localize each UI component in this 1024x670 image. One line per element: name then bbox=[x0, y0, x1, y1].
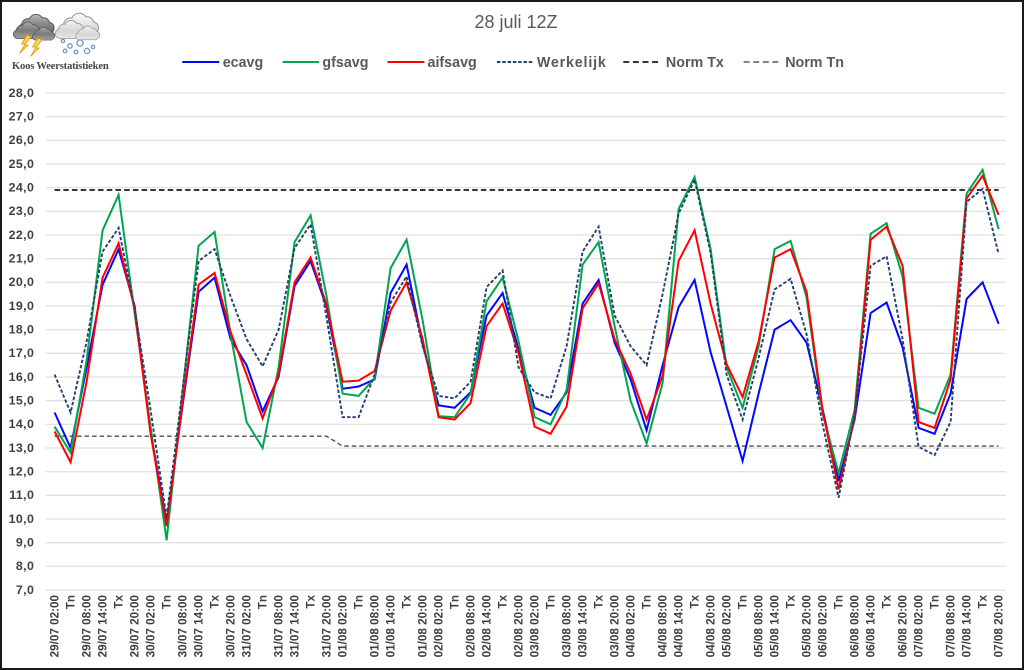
svg-text:04/08 14:00: 04/08 14:00 bbox=[672, 595, 685, 658]
svg-text:31/07 02:00: 31/07 02:00 bbox=[240, 595, 253, 658]
svg-text:06/08 02:00: 06/08 02:00 bbox=[816, 595, 829, 658]
svg-text:31/07 08:00: 31/07 08:00 bbox=[272, 595, 285, 658]
svg-text:02/08 02:00: 02/08 02:00 bbox=[432, 595, 445, 658]
svg-text:Tx: Tx bbox=[496, 595, 509, 609]
svg-text:06/08 14:00: 06/08 14:00 bbox=[864, 595, 877, 658]
svg-text:gfsavg: gfsavg bbox=[322, 55, 368, 71]
svg-text:Norm Tx: Norm Tx bbox=[666, 55, 724, 71]
svg-text:Tx: Tx bbox=[304, 595, 317, 609]
svg-text:Tx: Tx bbox=[592, 595, 605, 609]
svg-text:28 juli 12Z: 28 juli 12Z bbox=[474, 12, 557, 32]
svg-text:18,0: 18,0 bbox=[9, 323, 35, 337]
svg-text:22,0: 22,0 bbox=[9, 228, 35, 242]
svg-text:Tn: Tn bbox=[736, 595, 749, 609]
svg-text:07/08 08:00: 07/08 08:00 bbox=[944, 595, 957, 658]
svg-text:03/08 20:00: 03/08 20:00 bbox=[608, 595, 621, 658]
svg-text:10,0: 10,0 bbox=[9, 512, 35, 526]
svg-text:06/08 08:00: 06/08 08:00 bbox=[848, 595, 861, 658]
svg-text:11,0: 11,0 bbox=[9, 488, 34, 502]
svg-text:30/07 14:00: 30/07 14:00 bbox=[192, 595, 205, 658]
svg-text:Tx: Tx bbox=[784, 595, 797, 609]
svg-text:05/08 02:00: 05/08 02:00 bbox=[720, 595, 733, 658]
svg-text:06/08 20:00: 06/08 20:00 bbox=[896, 595, 909, 658]
svg-text:31/07 20:00: 31/07 20:00 bbox=[320, 595, 333, 658]
svg-text:Tn: Tn bbox=[160, 595, 173, 609]
svg-text:Tn: Tn bbox=[64, 595, 77, 609]
svg-text:19,0: 19,0 bbox=[9, 299, 35, 313]
svg-text:Tx: Tx bbox=[208, 595, 221, 609]
svg-text:Tn: Tn bbox=[832, 595, 845, 609]
svg-text:Norm Tn: Norm Tn bbox=[785, 55, 844, 71]
svg-text:Koos Weerstatistieken: Koos Weerstatistieken bbox=[12, 61, 109, 72]
svg-text:Tn: Tn bbox=[256, 595, 269, 609]
svg-text:23,0: 23,0 bbox=[9, 204, 35, 218]
svg-text:26,0: 26,0 bbox=[9, 133, 35, 147]
svg-text:01/08 08:00: 01/08 08:00 bbox=[368, 595, 381, 658]
svg-text:05/08 14:00: 05/08 14:00 bbox=[768, 595, 781, 658]
svg-text:29/07 02:00: 29/07 02:00 bbox=[48, 595, 61, 658]
svg-text:Tx: Tx bbox=[400, 595, 413, 609]
svg-text:30/07 20:00: 30/07 20:00 bbox=[224, 595, 237, 658]
svg-text:31/07 14:00: 31/07 14:00 bbox=[288, 595, 301, 658]
svg-text:aifsavg: aifsavg bbox=[428, 55, 477, 71]
svg-text:02/08 14:00: 02/08 14:00 bbox=[480, 595, 493, 658]
svg-text:29/07 14:00: 29/07 14:00 bbox=[96, 595, 109, 658]
svg-text:04/08 08:00: 04/08 08:00 bbox=[656, 595, 669, 658]
svg-text:05/08 20:00: 05/08 20:00 bbox=[800, 595, 813, 658]
svg-text:20,0: 20,0 bbox=[9, 275, 35, 289]
svg-text:07/08 02:00: 07/08 02:00 bbox=[912, 595, 925, 658]
svg-text:ecavg: ecavg bbox=[223, 55, 264, 71]
svg-text:13,0: 13,0 bbox=[9, 441, 35, 455]
svg-text:16,0: 16,0 bbox=[9, 370, 35, 384]
svg-text:7,0: 7,0 bbox=[16, 583, 34, 597]
svg-text:29/07 08:00: 29/07 08:00 bbox=[80, 595, 93, 658]
svg-text:Tx: Tx bbox=[976, 595, 989, 609]
svg-text:Tn: Tn bbox=[352, 595, 365, 609]
svg-text:Werkelijk: Werkelijk bbox=[537, 55, 607, 71]
svg-text:01/08 20:00: 01/08 20:00 bbox=[416, 595, 429, 658]
svg-text:Tn: Tn bbox=[640, 595, 653, 609]
svg-text:21,0: 21,0 bbox=[9, 252, 35, 266]
svg-text:29/07 20:00: 29/07 20:00 bbox=[128, 595, 141, 658]
svg-text:03/08 08:00: 03/08 08:00 bbox=[560, 595, 573, 658]
svg-text:27,0: 27,0 bbox=[9, 110, 35, 124]
svg-text:02/08 08:00: 02/08 08:00 bbox=[464, 595, 477, 658]
svg-text:03/08 14:00: 03/08 14:00 bbox=[576, 595, 589, 658]
svg-text:24,0: 24,0 bbox=[9, 181, 35, 195]
svg-text:Tn: Tn bbox=[544, 595, 557, 609]
svg-text:07/08 14:00: 07/08 14:00 bbox=[960, 595, 973, 658]
svg-text:Tn: Tn bbox=[928, 595, 941, 609]
svg-text:01/08 02:00: 01/08 02:00 bbox=[336, 595, 349, 658]
svg-text:04/08 02:00: 04/08 02:00 bbox=[624, 595, 637, 658]
svg-text:Tx: Tx bbox=[880, 595, 893, 609]
svg-text:28,0: 28,0 bbox=[9, 86, 35, 100]
svg-text:07/08 20:00: 07/08 20:00 bbox=[992, 595, 1005, 658]
svg-text:17,0: 17,0 bbox=[9, 346, 35, 360]
svg-text:15,0: 15,0 bbox=[9, 394, 35, 408]
svg-text:05/08 08:00: 05/08 08:00 bbox=[752, 595, 765, 658]
svg-text:Tn: Tn bbox=[448, 595, 461, 609]
svg-text:04/08 20:00: 04/08 20:00 bbox=[704, 595, 717, 658]
svg-text:30/07 02:00: 30/07 02:00 bbox=[144, 595, 157, 658]
svg-text:Tx: Tx bbox=[688, 595, 701, 609]
svg-text:9,0: 9,0 bbox=[16, 536, 34, 550]
svg-text:14,0: 14,0 bbox=[9, 417, 35, 431]
svg-text:Tx: Tx bbox=[112, 595, 125, 609]
svg-text:01/08 14:00: 01/08 14:00 bbox=[384, 595, 397, 658]
svg-text:12,0: 12,0 bbox=[9, 465, 35, 479]
svg-text:8,0: 8,0 bbox=[16, 559, 34, 573]
svg-text:02/08 20:00: 02/08 20:00 bbox=[512, 595, 525, 658]
svg-text:03/08 02:00: 03/08 02:00 bbox=[528, 595, 541, 658]
svg-text:25,0: 25,0 bbox=[9, 157, 35, 171]
svg-text:30/07 08:00: 30/07 08:00 bbox=[176, 595, 189, 658]
